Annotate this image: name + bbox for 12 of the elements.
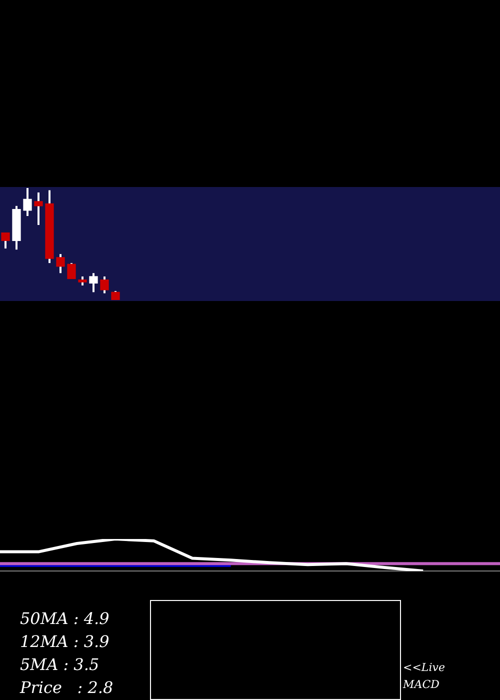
candlestick	[1, 232, 10, 250]
text: 50MA : 4.9	[20, 608, 110, 630]
candlestick	[23, 187, 32, 217]
text: Price : 2.8	[20, 677, 114, 699]
candlestick	[34, 191, 43, 226]
text: 5MA : 3.5	[20, 654, 100, 676]
text: 12MA : 3.9	[20, 631, 110, 653]
text: <<Live MACD	[403, 660, 446, 693]
candlestick	[100, 275, 109, 294]
candlestick	[89, 272, 98, 294]
candlestick	[56, 253, 65, 274]
candlestick	[67, 262, 76, 280]
